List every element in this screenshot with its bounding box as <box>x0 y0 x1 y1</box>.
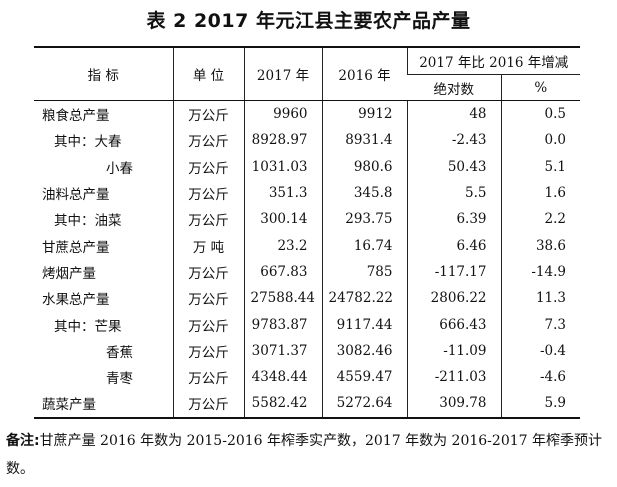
cell-2017: 23.2 <box>243 232 322 259</box>
cell-indicator: 水果总产量 <box>42 292 110 309</box>
cell-unit: 万公斤 <box>172 390 244 419</box>
cell-2016: 16.74 <box>321 232 407 259</box>
table-row: 粮食总产量 万公斤 9960 9912 48 0.5 <box>34 100 580 128</box>
header-indicator: 指 标 <box>34 46 173 101</box>
cell-percent-change: -4.6 <box>500 363 580 391</box>
cell-2017: 9960 <box>243 100 322 128</box>
table-row: 香蕉 万公斤 3071.37 3082.46 -11.09 -0.4 <box>34 337 580 364</box>
cell-unit: 万公斤 <box>172 100 244 128</box>
cell-indicator: 烤烟产量 <box>42 265 96 282</box>
cell-percent-change: 11.3 <box>500 285 580 312</box>
cell-unit: 万公斤 <box>172 285 244 312</box>
cell-unit: 万 吨 <box>172 232 244 259</box>
cell-unit: 万公斤 <box>172 363 244 391</box>
cell-indicator: 青枣 <box>106 371 133 388</box>
cell-unit: 万公斤 <box>172 258 244 286</box>
cell-2016: 3082.46 <box>321 337 407 364</box>
table-row: 青枣 万公斤 4348.44 4559.47 -211.03 -4.6 <box>34 363 580 391</box>
cell-2017: 8928.97 <box>243 127 322 154</box>
cell-indicator: 油料总产量 <box>42 187 110 204</box>
cell-2017: 4348.44 <box>243 363 322 391</box>
cell-absolute-change: 6.39 <box>406 206 501 233</box>
footnote-lead: 备注: <box>6 433 40 449</box>
cell-indicator: 香蕉 <box>106 344 133 361</box>
cell-2017: 27588.44 <box>243 285 322 312</box>
cell-2016: 4559.47 <box>321 363 407 391</box>
table-row: 水果总产量 万公斤 27588.44 24782.22 2806.22 11.3 <box>34 285 580 312</box>
table-row: 其中：大春 万公斤 8928.97 8931.4 -2.43 0.0 <box>34 127 580 154</box>
cell-unit: 万公斤 <box>172 311 244 338</box>
cell-absolute-change: -2.43 <box>406 127 501 154</box>
cell-indicator: 其中：油菜 <box>54 213 122 230</box>
table-row: 油料总产量 万公斤 351.3 345.8 5.5 1.6 <box>34 179 580 207</box>
cell-percent-change: 1.6 <box>500 179 580 207</box>
cell-2016: 9912 <box>321 100 407 128</box>
table-container: 指 标 单 位 2017 年 2016 年 2017 年比 2016 年增减 绝… <box>34 46 580 419</box>
table-row: 小春 万公斤 1031.03 980.6 50.43 5.1 <box>34 153 580 180</box>
cell-absolute-change: 309.78 <box>406 390 501 419</box>
cell-absolute-change: 5.5 <box>406 179 501 207</box>
cell-percent-change: -14.9 <box>500 258 580 286</box>
cell-percent-change: 5.9 <box>500 390 580 419</box>
cell-unit: 万公斤 <box>172 206 244 233</box>
cell-unit: 万公斤 <box>172 337 244 364</box>
cell-absolute-change: 48 <box>406 100 501 128</box>
header-absolute: 绝对数 <box>407 74 501 101</box>
cell-percent-change: 38.6 <box>500 232 580 259</box>
cell-2017: 3071.37 <box>243 337 322 364</box>
cell-2016: 5272.64 <box>321 390 407 419</box>
cell-absolute-change: 666.43 <box>406 311 501 338</box>
cell-percent-change: -0.4 <box>500 337 580 364</box>
cell-absolute-change: 6.46 <box>406 232 501 259</box>
cell-unit: 万公斤 <box>172 179 244 207</box>
table-row: 蔬菜产量 万公斤 5582.42 5272.64 309.78 5.9 <box>34 390 580 419</box>
cell-indicator: 甘蔗总产量 <box>42 239 110 256</box>
header-change-group: 2017 年比 2016 年增减 <box>406 46 580 75</box>
header-2016: 2016 年 <box>321 46 407 101</box>
cell-2017: 5582.42 <box>243 390 322 419</box>
cell-2017: 1031.03 <box>243 153 322 180</box>
cell-indicator: 其中：大春 <box>54 134 122 151</box>
cell-2016: 980.6 <box>321 153 407 180</box>
cell-2016: 9117.44 <box>321 311 407 338</box>
cell-indicator: 粮食总产量 <box>42 108 110 125</box>
cell-indicator: 其中：芒果 <box>54 318 122 335</box>
cell-2017: 300.14 <box>243 206 322 233</box>
cell-indicator: 小春 <box>106 160 133 177</box>
production-table: 指 标 单 位 2017 年 2016 年 2017 年比 2016 年增减 绝… <box>34 46 580 419</box>
cell-absolute-change: -211.03 <box>406 363 501 391</box>
cell-2016: 24782.22 <box>321 285 407 312</box>
table-row: 其中：油菜 万公斤 300.14 293.75 6.39 2.2 <box>34 206 580 233</box>
footnote-text: 甘蔗产量 2016 年数为 2015-2016 年榨季实产数，2017 年数为 … <box>6 433 602 477</box>
cell-percent-change: 2.2 <box>500 206 580 233</box>
cell-absolute-change: -11.09 <box>406 337 501 364</box>
table-title: 表 2 2017 年元江县主要农产品产量 <box>146 10 471 32</box>
cell-2017: 9783.87 <box>243 311 322 338</box>
footnote: 备注:甘蔗产量 2016 年数为 2015-2016 年榨季实产数，2017 年… <box>6 427 606 483</box>
header-unit: 单 位 <box>172 46 244 101</box>
cell-2017: 351.3 <box>243 179 322 207</box>
cell-percent-change: 7.3 <box>500 311 580 338</box>
table-row: 其中：芒果 万公斤 9783.87 9117.44 666.43 7.3 <box>34 311 580 338</box>
cell-unit: 万公斤 <box>172 153 244 180</box>
table-row: 烤烟产量 万公斤 667.83 785 -117.17 -14.9 <box>34 258 580 286</box>
cell-2016: 293.75 <box>321 206 407 233</box>
cell-percent-change: 5.1 <box>500 153 580 180</box>
cell-2017: 667.83 <box>243 258 322 286</box>
header-2017: 2017 年 <box>243 46 322 101</box>
cell-2016: 345.8 <box>321 179 407 207</box>
cell-2016: 8931.4 <box>321 127 407 154</box>
cell-percent-change: 0.0 <box>500 127 580 154</box>
cell-absolute-change: 2806.22 <box>406 285 501 312</box>
header-percent: % <box>500 74 580 101</box>
cell-indicator: 蔬菜产量 <box>34 390 173 419</box>
table-body: 粮食总产量 万公斤 9960 9912 48 0.5 其中：大春 万公斤 8928.97 8931… <box>34 100 580 419</box>
cell-2016: 785 <box>321 258 407 286</box>
cell-percent-change: 0.5 <box>500 100 580 128</box>
table-header: 指 标 单 位 2017 年 2016 年 2017 年比 2016 年增减 绝… <box>34 46 580 101</box>
cell-unit: 万公斤 <box>172 127 244 154</box>
table-row: 甘蔗总产量 万 吨 23.2 16.74 6.46 38.6 <box>34 232 580 259</box>
cell-absolute-change: 50.43 <box>406 153 501 180</box>
cell-absolute-change: -117.17 <box>406 258 501 286</box>
